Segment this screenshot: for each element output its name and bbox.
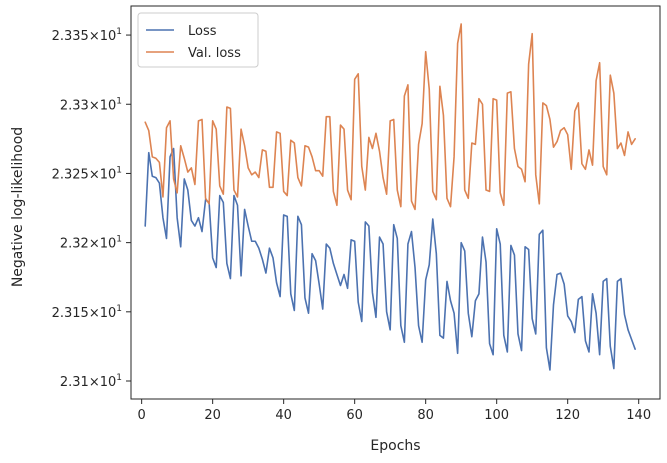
series-line-val-loss <box>144 23 636 211</box>
x-tick-label: 60 <box>346 408 363 423</box>
x-tick-label: 100 <box>484 408 509 423</box>
y-tick-label: 2.315×101 <box>52 304 122 321</box>
x-tick-label: 0 <box>138 408 146 423</box>
plot-frame <box>130 5 661 400</box>
x-axis-label: Epochs <box>370 438 420 454</box>
y-tick-label: 2.33×101 <box>60 96 122 113</box>
x-tick-label: 80 <box>417 408 434 423</box>
legend-label-val-loss: Val. loss <box>188 46 241 61</box>
series-line-loss <box>144 147 636 371</box>
y-tick-label: 2.31×101 <box>60 373 122 390</box>
series-layer <box>144 23 636 371</box>
y-axis-label: Negative log-likelihood <box>10 127 26 287</box>
x-tick-label: 40 <box>275 408 292 423</box>
legend-label-loss: Loss <box>188 24 217 39</box>
legend-box <box>137 12 259 68</box>
legend: Loss Val. loss <box>137 12 259 68</box>
y-tick-label: 2.325×101 <box>52 165 122 182</box>
y-tick-label: 2.335×101 <box>52 27 122 44</box>
x-axis-ticks: 0 20 40 60 80 100 120 140 <box>138 399 651 423</box>
x-tick-label: 20 <box>204 408 221 423</box>
x-tick-label: 140 <box>626 408 651 423</box>
y-axis-ticks: 2.31×101 2.315×101 2.32×101 2.325×101 2.33×1… <box>52 27 131 390</box>
y-tick-label: 2.32×101 <box>60 235 122 252</box>
x-tick-label: 120 <box>555 408 580 423</box>
